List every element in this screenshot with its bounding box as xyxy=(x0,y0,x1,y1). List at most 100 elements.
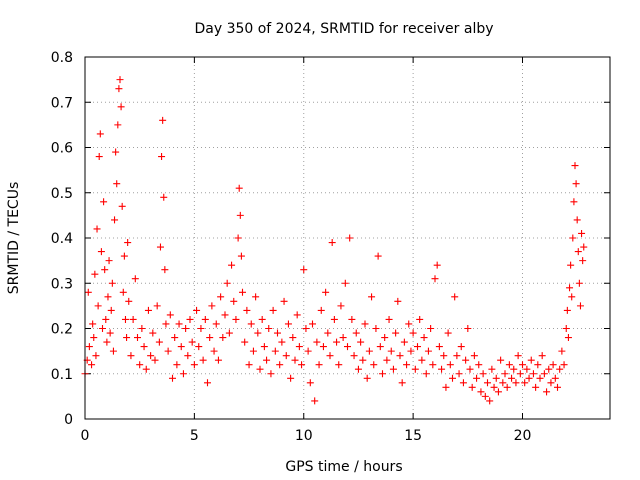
data-point xyxy=(271,347,279,355)
data-point xyxy=(422,370,430,378)
data-point xyxy=(477,388,485,396)
data-point xyxy=(100,198,108,206)
data-point xyxy=(118,202,126,210)
data-point xyxy=(228,261,236,269)
data-point xyxy=(95,153,103,161)
data-point xyxy=(195,343,203,351)
data-point xyxy=(212,320,220,328)
y-axis-label: SRMTID / TECUs xyxy=(6,182,22,295)
data-point xyxy=(405,320,413,328)
data-point xyxy=(193,306,201,314)
chart-title: Day 350 of 2024, SRMTID for receiver alb… xyxy=(194,21,493,37)
data-point xyxy=(551,374,559,382)
data-point xyxy=(269,306,277,314)
data-point xyxy=(171,334,179,342)
data-point xyxy=(173,361,181,369)
data-point xyxy=(315,361,323,369)
data-point xyxy=(484,379,491,387)
data-point xyxy=(219,334,227,342)
data-point xyxy=(459,379,467,387)
data-point xyxy=(304,347,312,355)
data-point xyxy=(317,306,325,314)
data-point xyxy=(381,334,389,342)
data-point xyxy=(400,338,408,346)
data-point xyxy=(201,315,209,323)
data-point xyxy=(234,234,242,242)
data-point xyxy=(267,370,275,378)
data-point xyxy=(239,288,246,296)
data-point xyxy=(473,374,481,382)
data-point xyxy=(361,320,369,328)
data-point xyxy=(538,352,546,360)
data-point xyxy=(237,252,245,260)
data-point xyxy=(451,293,459,301)
data-point xyxy=(414,343,421,351)
data-point xyxy=(508,374,516,382)
data-point xyxy=(409,329,417,337)
data-point xyxy=(470,352,478,360)
data-point xyxy=(121,315,129,323)
data-point xyxy=(433,261,441,269)
data-point xyxy=(247,320,255,328)
data-point xyxy=(282,352,290,360)
data-point xyxy=(302,325,310,332)
data-point xyxy=(199,356,207,364)
data-point xyxy=(527,356,535,364)
data-point xyxy=(372,325,380,332)
data-point xyxy=(510,365,518,373)
data-point xyxy=(398,379,406,387)
data-point xyxy=(241,338,249,346)
data-point xyxy=(89,320,97,328)
data-point xyxy=(532,383,540,391)
data-point xyxy=(457,343,465,351)
data-point xyxy=(217,293,225,301)
data-point xyxy=(354,365,362,373)
data-point xyxy=(431,275,439,283)
data-point xyxy=(249,347,257,355)
data-point xyxy=(116,76,124,84)
data-point xyxy=(278,338,286,346)
data-point xyxy=(462,356,470,364)
data-point xyxy=(512,379,520,387)
data-point xyxy=(339,334,347,342)
data-point xyxy=(479,370,487,378)
data-point xyxy=(578,229,586,237)
data-point xyxy=(383,356,391,364)
data-point xyxy=(503,383,511,391)
data-point xyxy=(569,234,577,242)
data-point xyxy=(346,234,354,242)
data-point xyxy=(570,198,578,206)
data-point xyxy=(319,343,327,351)
data-point xyxy=(263,356,271,364)
x-tick-label: 0 xyxy=(81,428,90,444)
data-point xyxy=(84,288,92,296)
data-point xyxy=(91,270,99,278)
data-point xyxy=(221,311,229,319)
data-point xyxy=(243,306,251,314)
data-point xyxy=(260,343,268,351)
data-point xyxy=(117,103,125,111)
data-point xyxy=(567,261,575,269)
data-point xyxy=(363,374,371,382)
data-point xyxy=(352,329,360,337)
data-point xyxy=(464,325,472,332)
data-point xyxy=(235,184,243,192)
data-point xyxy=(182,325,190,332)
data-point xyxy=(103,338,111,346)
data-point xyxy=(514,352,522,360)
data-point xyxy=(313,338,321,346)
data-point xyxy=(576,302,584,310)
data-point xyxy=(119,288,127,296)
data-point xyxy=(335,361,343,369)
data-point xyxy=(497,356,505,364)
y-tick-label: 0.1 xyxy=(51,367,73,383)
data-point xyxy=(563,306,571,314)
data-point xyxy=(131,275,139,283)
y-tick-label: 0.8 xyxy=(51,50,73,66)
data-point xyxy=(105,257,113,265)
data-point xyxy=(545,365,553,373)
data-point xyxy=(129,315,137,323)
data-point xyxy=(523,365,531,373)
data-point xyxy=(547,379,555,387)
data-point xyxy=(93,225,101,233)
